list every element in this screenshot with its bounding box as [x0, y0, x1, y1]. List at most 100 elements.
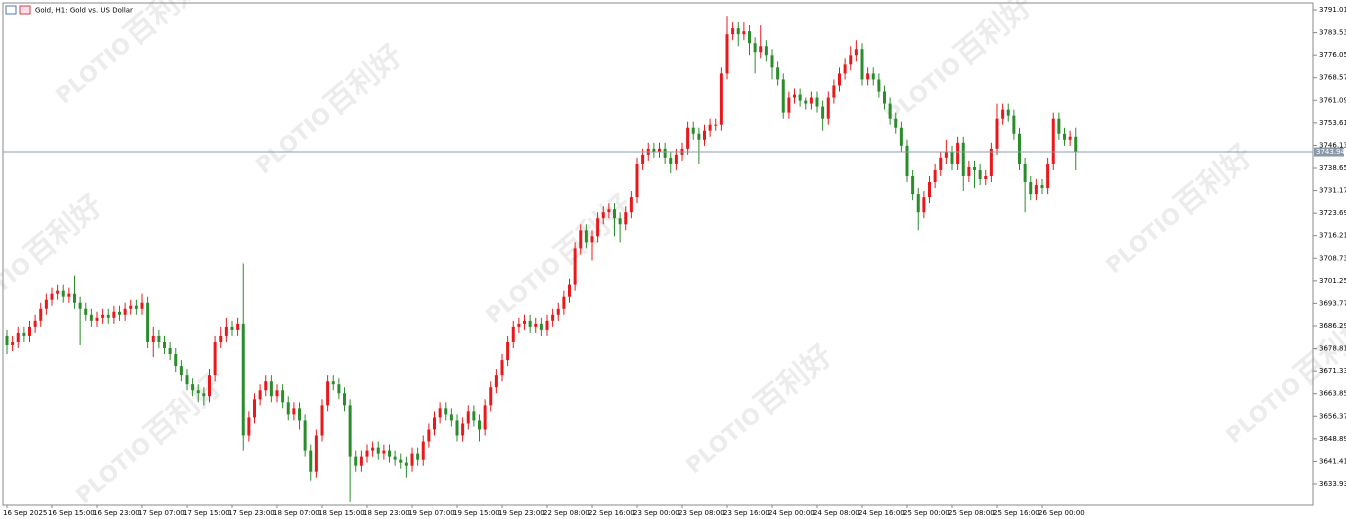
candle-body — [590, 236, 594, 243]
y-tick-label: 3708.73 — [1319, 254, 1346, 262]
candle-body — [866, 73, 870, 80]
y-tick-label: 3753.61 — [1319, 119, 1346, 127]
candle-body — [798, 94, 802, 101]
x-tick-label: 25 Sep 16:00 — [993, 509, 1040, 517]
candle-body — [67, 293, 71, 297]
candle-body — [185, 375, 189, 385]
candle-body — [269, 381, 273, 397]
candle-body — [112, 311, 116, 318]
candle-body — [191, 384, 195, 391]
candle-body — [922, 197, 926, 213]
menu-icon[interactable] — [5, 5, 17, 15]
candle-body — [838, 73, 841, 86]
candle-body — [658, 148, 661, 152]
candle-body — [1057, 118, 1061, 134]
candle-body — [134, 305, 138, 309]
candle-body — [742, 31, 746, 35]
x-tick-label: 18 Sep 23:00 — [363, 509, 410, 517]
candle-body — [1034, 185, 1038, 195]
candle-body — [770, 55, 774, 68]
chart-title: Gold, H1: Gold vs. US Dollar — [35, 7, 133, 15]
candle-body — [961, 142, 965, 176]
candle-body — [224, 326, 228, 336]
x-tick-label: 16 Sep 23:00 — [93, 509, 140, 517]
y-tick-label: 3731.17 — [1319, 187, 1346, 195]
candle-body — [118, 311, 121, 315]
candle-body — [944, 151, 948, 158]
candle-body — [382, 450, 386, 454]
candle-body — [365, 450, 369, 457]
candle-body — [601, 212, 605, 219]
candle-body — [984, 175, 988, 180]
candle-body — [573, 248, 577, 285]
candle-body — [928, 182, 931, 198]
candle-body — [809, 97, 813, 104]
candle-body — [607, 209, 611, 213]
y-tick-label: 3641.41 — [1319, 457, 1346, 465]
candle-body — [843, 64, 847, 74]
candle-body — [410, 453, 414, 466]
candle-body — [343, 393, 346, 406]
candle-body — [579, 230, 583, 249]
candle-body — [247, 417, 251, 436]
candle-body — [748, 31, 751, 44]
candle-body — [697, 133, 701, 140]
x-tick-label: 25 Sep 00:00 — [903, 509, 950, 517]
candle-body — [832, 85, 836, 98]
candle-body — [303, 420, 307, 451]
candle-body — [871, 73, 875, 80]
y-tick-label: 3648.89 — [1319, 435, 1346, 443]
candle-body — [708, 124, 712, 131]
candle-body — [1006, 109, 1010, 116]
candle-body — [669, 157, 673, 164]
candle-body — [629, 197, 633, 213]
y-tick-label: 3776.05 — [1319, 51, 1346, 59]
candle-body — [534, 323, 538, 327]
candle-body — [174, 354, 178, 367]
y-tick-label: 3693.77 — [1319, 299, 1346, 307]
candle-body — [1063, 133, 1066, 140]
last-price-box — [1314, 147, 1344, 157]
candle-body — [376, 447, 380, 454]
candle-body — [973, 166, 976, 170]
candle-body — [989, 148, 993, 176]
candle-body — [123, 308, 127, 315]
candle-body — [84, 308, 88, 315]
candle-body — [28, 326, 31, 336]
candle-body — [562, 296, 566, 309]
y-tick-label: 3678.81 — [1319, 345, 1346, 353]
candle-body — [95, 317, 99, 321]
candle-body — [56, 290, 60, 294]
candle-body — [314, 435, 318, 472]
x-tick-label: 16 Sep 2025 — [3, 509, 47, 517]
chart-icon[interactable] — [19, 5, 31, 15]
candle-body — [894, 118, 898, 128]
candle-body — [168, 347, 172, 355]
candle-body — [399, 459, 403, 463]
x-tick-label: 22 Sep 16:00 — [588, 509, 635, 517]
candle-body — [331, 381, 335, 385]
candle-body — [472, 411, 476, 421]
candle-body — [596, 218, 600, 237]
candle-body — [568, 284, 571, 297]
candle-body — [230, 326, 234, 330]
candle-body — [1046, 163, 1050, 189]
candle-body — [686, 127, 690, 149]
candle-body — [455, 420, 459, 436]
candle-body — [899, 127, 903, 146]
candle-body — [298, 408, 301, 421]
candle-body — [219, 335, 223, 342]
candle-body — [539, 323, 543, 330]
candle-body — [641, 154, 645, 164]
candle-body — [584, 230, 588, 243]
candle-body — [433, 417, 436, 430]
candle-body — [815, 97, 819, 107]
candle-body — [905, 145, 909, 176]
y-tick-label: 3768.57 — [1319, 74, 1346, 82]
candle-body — [719, 73, 723, 125]
candle-body — [635, 163, 639, 198]
candle-body — [883, 91, 886, 104]
candle-body — [196, 390, 200, 394]
x-tick-label: 24 Sep 00:00 — [768, 509, 815, 517]
